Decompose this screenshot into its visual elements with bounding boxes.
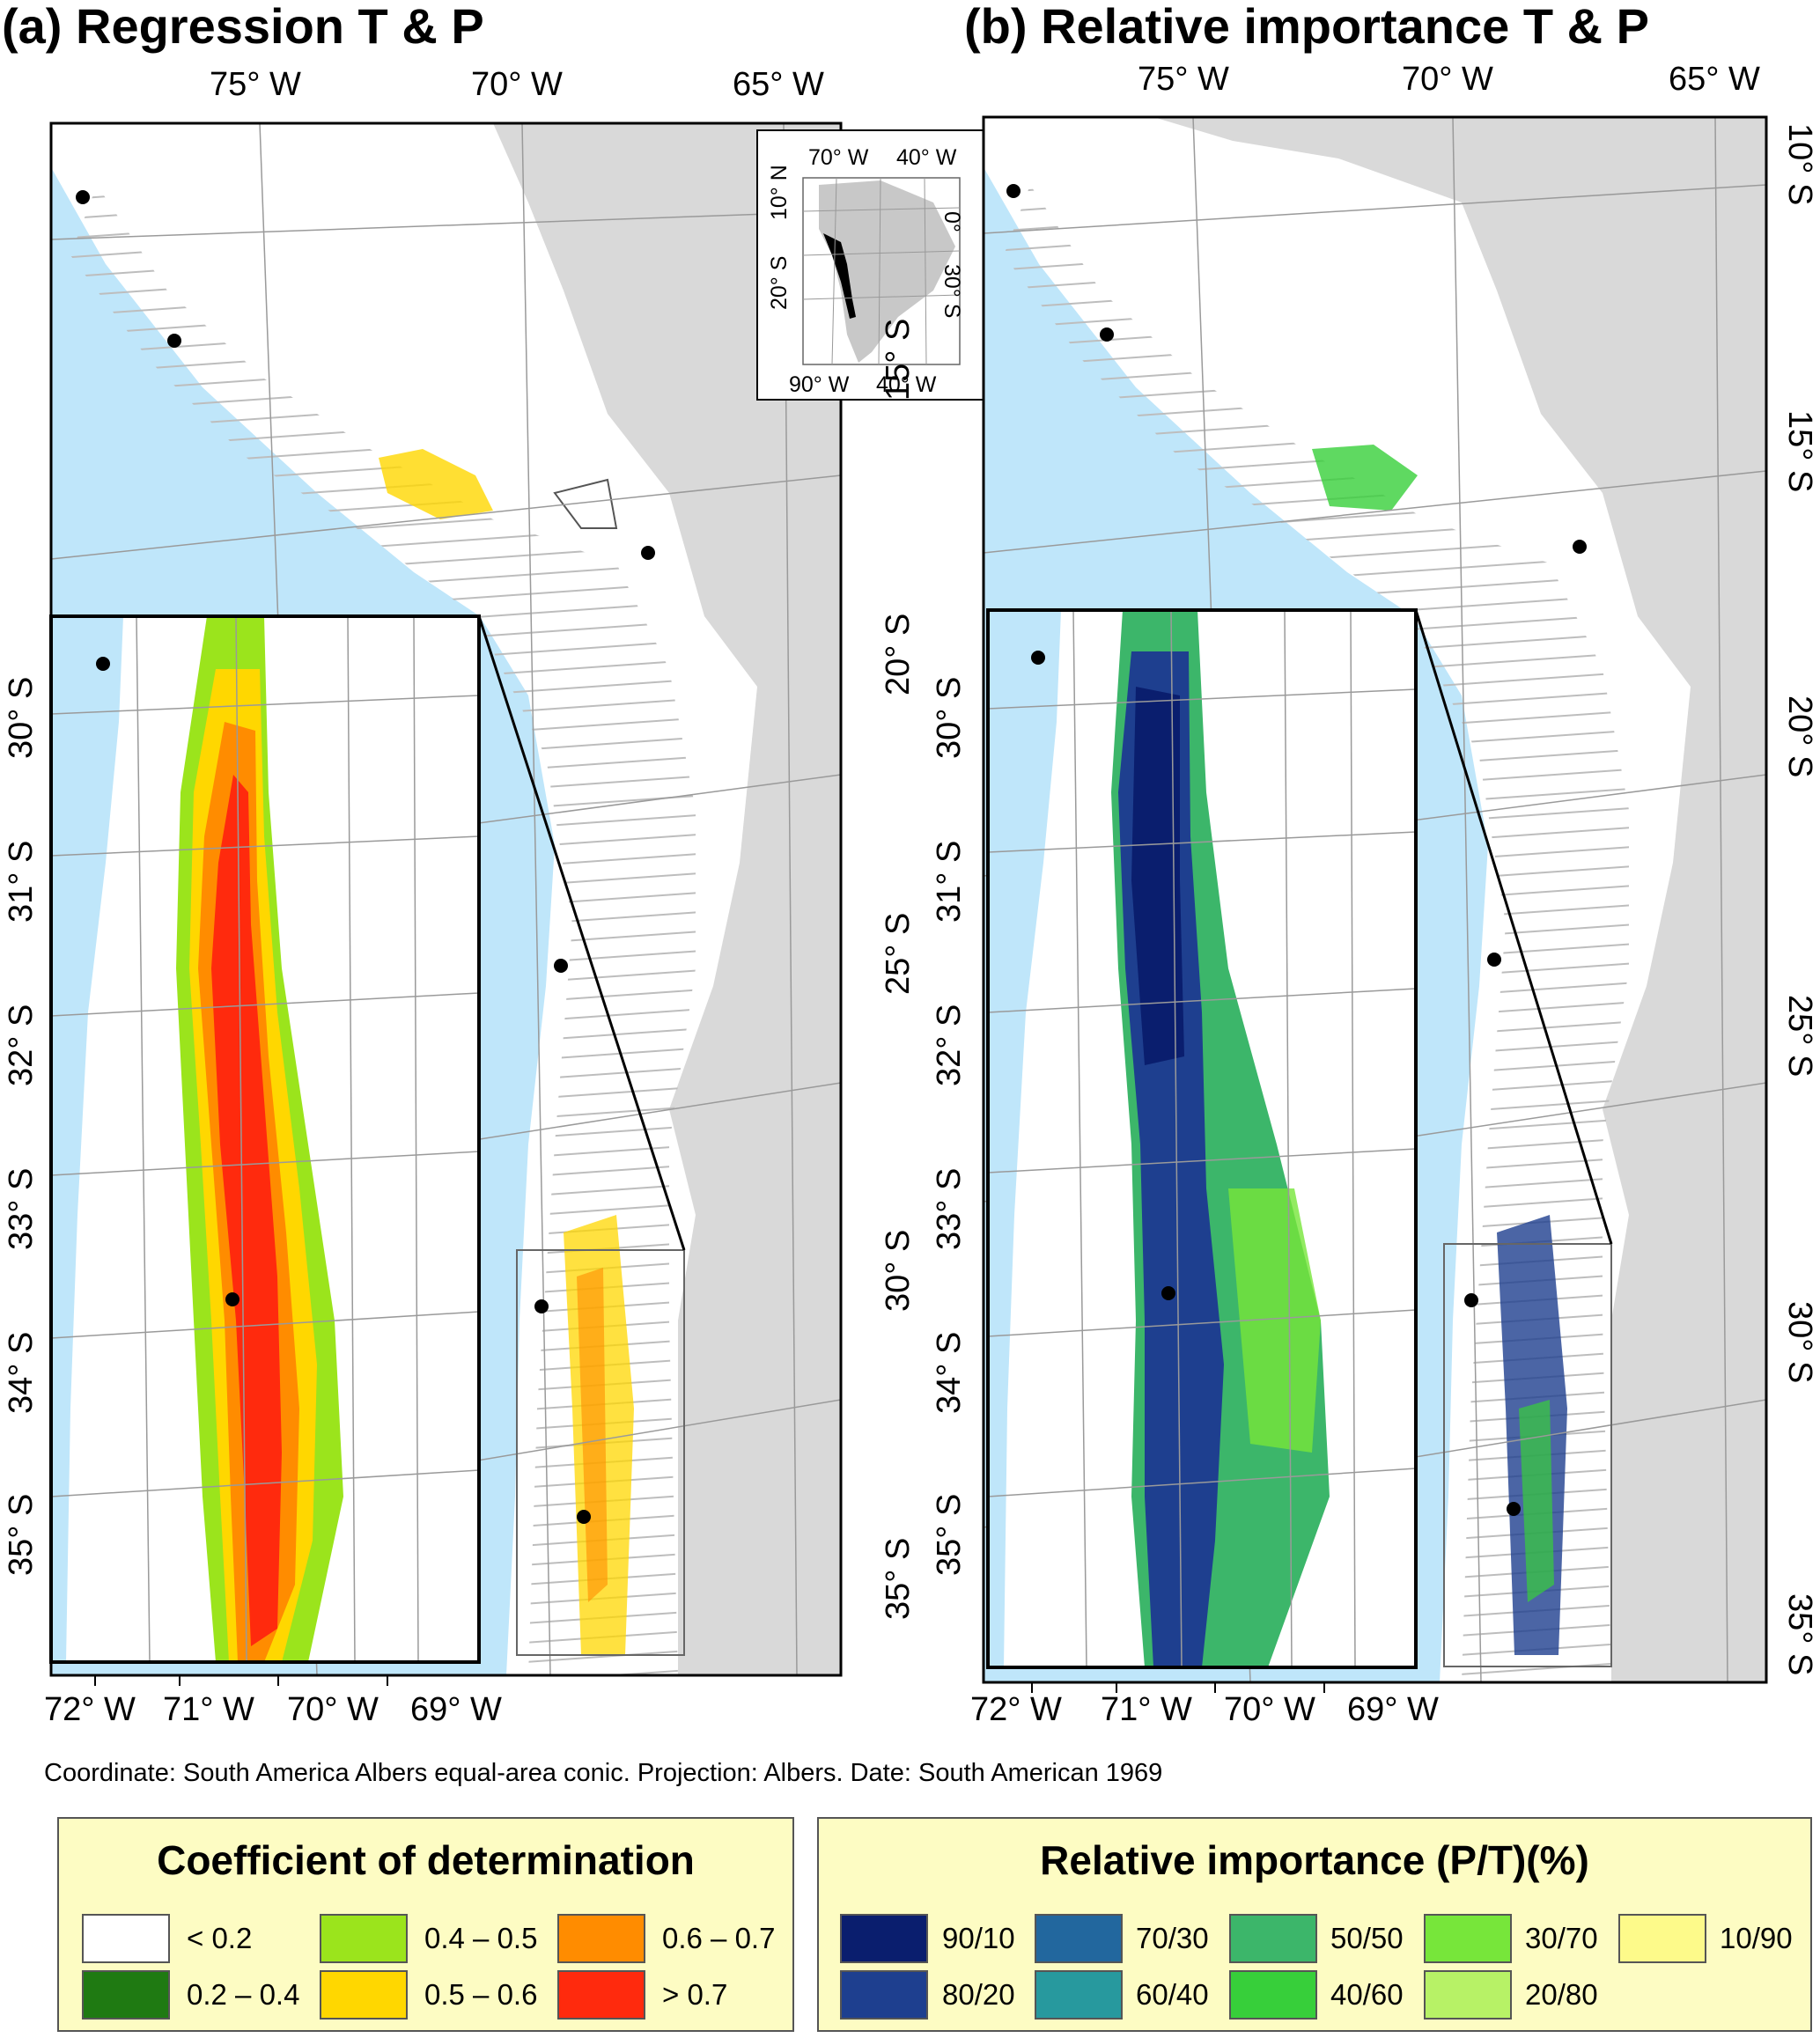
panel-b-right-tick: 35° S (1781, 1593, 1818, 1676)
locator-bottom-label: 40° W (876, 372, 937, 397)
panel-a-right-tick: 20° S (880, 613, 917, 695)
panel-a-title: (a) Regression T & P (2, 0, 484, 54)
panel-b-inset-left-tick: 31° S (931, 840, 968, 923)
legend-ri-label: 60/40 (1136, 1978, 1209, 2011)
legend-ri-swatch (840, 1914, 928, 1963)
panel-b-right-tick: 15° S (1781, 410, 1818, 493)
panel-a-right-tick: 30° S (880, 1229, 917, 1312)
legend-ri-swatch (1618, 1914, 1706, 1963)
locator-top-label: 40° W (896, 145, 957, 170)
panel-a-right-tick: 35° S (880, 1537, 917, 1620)
panel-b-right-tick: 20° S (1781, 695, 1818, 778)
legend-ri-swatch (1424, 1970, 1512, 2020)
panel-b-title: (b) Relative importance T & P (964, 0, 1649, 54)
legend-ri-label: 30/70 (1525, 1922, 1598, 1954)
legend-ri-label: 20/80 (1525, 1978, 1598, 2011)
legend-r2-swatch (557, 1970, 645, 2020)
legend-ri-label: 10/90 (1720, 1922, 1793, 1954)
legend-ri-swatch (1229, 1914, 1317, 1963)
legend-r2-label: < 0.2 (187, 1922, 253, 1954)
panel-a-inset (51, 616, 479, 1662)
panel-b-right-tick: 30° S (1781, 1301, 1818, 1384)
locator-map (756, 129, 994, 401)
legend-r2-swatch (320, 1914, 408, 1963)
legend-ri-label: 50/50 (1330, 1922, 1404, 1954)
panel-a-inset-left-tick: 32° S (3, 1004, 40, 1086)
panel-a-inset-left-tick: 33° S (3, 1167, 40, 1250)
panel-b-bottom-tick: 71° W (1101, 1691, 1192, 1728)
panel-b-inset-left-tick: 34° S (931, 1331, 968, 1414)
locator-bottom-label: 90° W (789, 372, 850, 397)
legend-ri-label: 90/10 (942, 1922, 1015, 1954)
locator-right-label: 30° S (939, 264, 964, 319)
panel-a-right-tick: 25° S (880, 912, 917, 995)
panel-b-bottom-tick: 70° W (1224, 1691, 1315, 1728)
locator-right-label: 0° (939, 211, 964, 232)
legend-ri-label: 70/30 (1136, 1922, 1209, 1954)
panel-a-inset-left-tick: 35° S (3, 1493, 40, 1576)
panel-b-top-tick: 65° W (1669, 61, 1760, 98)
legend-ri-swatch (1229, 1970, 1317, 2020)
legend-r2: Coefficient of determination < 0.2 0.2 –… (57, 1817, 794, 2032)
panel-b-inset (988, 610, 1416, 1667)
panel-b-inset-left-tick: 35° S (931, 1493, 968, 1576)
panel-a-bottom-tick: 70° W (287, 1691, 379, 1728)
panel-a-bottom-tick: 71° W (163, 1691, 254, 1728)
panel-a-bottom-tick: 72° W (44, 1691, 136, 1728)
legend-ri-swatch (1035, 1914, 1123, 1963)
locator-left-label: 20° S (767, 255, 792, 310)
legend-r2-title: Coefficient of determination (157, 1837, 695, 1883)
legend-ri-swatch (1424, 1914, 1512, 1963)
legend-ri-title: Relative importance (P/T)(%) (1040, 1837, 1589, 1883)
panel-a-bottom-tick: 69° W (410, 1691, 502, 1728)
panel-a-right-tick: 15° S (880, 318, 917, 401)
legend-r2-label: > 0.7 (662, 1978, 728, 2011)
legend-ri-label: 40/60 (1330, 1978, 1404, 2011)
legend-ri-label: 80/20 (942, 1978, 1015, 2011)
legend-ri: Relative importance (P/T)(%) 90/10 80/20… (817, 1817, 1812, 2032)
panel-b-bottom-tick: 69° W (1347, 1691, 1439, 1728)
panel-b-top-tick: 70° W (1402, 61, 1493, 98)
panel-b-inset-left-tick: 30° S (931, 676, 968, 759)
legend-r2-label: 0.2 – 0.4 (187, 1978, 300, 2011)
panel-a-top-tick: 75° W (210, 66, 301, 103)
legend-r2-swatch (82, 1970, 170, 2020)
panel-a-inset-left-tick: 30° S (3, 676, 40, 759)
panel-b-inset-left-tick: 32° S (931, 1004, 968, 1086)
legend-ri-swatch (840, 1970, 928, 2020)
panel-a-top-tick: 65° W (733, 66, 824, 103)
panel-b-inset-left-tick: 33° S (931, 1167, 968, 1250)
panel-a-inset-left-tick: 34° S (3, 1331, 40, 1414)
legend-ri-swatch (1035, 1970, 1123, 2020)
locator-top-label: 70° W (808, 145, 869, 170)
panel-a-inset-left-tick: 31° S (3, 840, 40, 923)
panel-b-bottom-tick: 72° W (970, 1691, 1062, 1728)
panel-b-right-tick: 10° S (1781, 123, 1818, 206)
legend-r2-swatch (82, 1914, 170, 1963)
legend-r2-label: 0.6 – 0.7 (662, 1922, 776, 1954)
legend-r2-swatch (320, 1970, 408, 2020)
legend-r2-label: 0.5 – 0.6 (424, 1978, 538, 2011)
panel-a-top-tick: 70° W (471, 66, 563, 103)
panel-b-top-tick: 75° W (1138, 61, 1229, 98)
legend-r2-label: 0.4 – 0.5 (424, 1922, 538, 1954)
legend-r2-swatch (557, 1914, 645, 1963)
panel-b-right-tick: 25° S (1781, 995, 1818, 1078)
footnote: Coordinate: South America Albers equal-a… (44, 1759, 1163, 1787)
locator-left-label: 10° N (767, 165, 792, 220)
